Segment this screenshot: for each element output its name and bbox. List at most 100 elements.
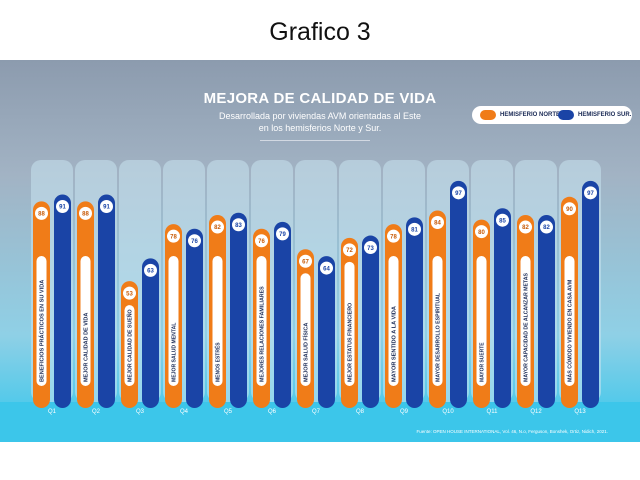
bar-south-q8 [362, 235, 379, 408]
value-label-south-q2: 91 [103, 205, 110, 211]
infographic-panel: MEJORA DE CALIDAD DE VIDA Desarrollada p… [0, 60, 640, 442]
value-badge-south-q2 [100, 200, 113, 214]
legend-swatch-north [480, 110, 496, 120]
value-label-south-q5: 83 [235, 223, 242, 229]
question-label-q13: MÁS CÓMODO VIVIENDO EN CASA AVM [566, 279, 574, 382]
question-pill-q2 [80, 256, 91, 386]
value-label-south-q10: 97 [455, 191, 462, 197]
value-badge-north-q2 [79, 206, 92, 220]
question-pill-q7 [300, 273, 311, 386]
category-label-q1: Q1 [48, 409, 57, 415]
value-badge-south-q4 [188, 234, 201, 248]
question-label-q2: MEJOR CALIDAD DE VIDA [84, 313, 90, 382]
question-pill-q5 [212, 256, 223, 386]
category-label-q8: Q8 [356, 409, 365, 415]
value-badge-south-q11 [496, 213, 509, 227]
value-badge-south-q3 [144, 263, 157, 277]
value-badge-south-q13 [584, 186, 597, 200]
bar-south-q9 [406, 217, 423, 408]
chart-subtitle-line2: en los hemisferios Norte y Sur. [258, 123, 382, 133]
bar-south-q1 [54, 194, 71, 408]
value-badge-south-q6 [276, 227, 289, 241]
value-badge-north-q8 [343, 243, 356, 257]
category-label-q7: Q7 [312, 409, 321, 415]
question-pill-q3 [124, 305, 135, 386]
question-label-q5: MENOS ESTRÉS [214, 342, 222, 382]
legend-label-north: HEMISFERIO NORTE. [500, 112, 562, 118]
bar-south-q10 [450, 180, 467, 408]
category-label-q3: Q3 [136, 409, 145, 415]
value-badge-north-q6 [255, 234, 268, 248]
value-label-north-q3: 53 [126, 291, 133, 297]
value-badge-north-q9 [387, 229, 400, 243]
title-underline [260, 140, 370, 141]
bar-south-q2 [98, 194, 115, 408]
legend-label-south: HEMISFERIO SUR. [578, 112, 632, 118]
chart-bottom-band [0, 402, 640, 442]
value-badge-south-q8 [364, 241, 377, 255]
value-badge-south-q7 [320, 261, 333, 275]
question-label-q11: MAYOR SUERTE [480, 342, 486, 382]
question-label-q10: MAYOR DESARROLLO ESPIRITUAL [436, 292, 442, 382]
value-label-north-q2: 88 [82, 212, 89, 218]
question-label-q8: MEJOR ESTATUS FINANCIERO [348, 303, 354, 382]
value-label-south-q6: 79 [279, 232, 286, 238]
bar-south-q4 [186, 228, 203, 408]
value-label-south-q1: 91 [59, 205, 66, 211]
value-badge-south-q5 [232, 218, 245, 232]
value-label-south-q9: 81 [411, 228, 418, 234]
value-label-south-q13: 97 [587, 191, 594, 197]
bar-south-q11 [494, 208, 511, 408]
value-badge-north-q12 [519, 220, 532, 234]
value-label-north-q11: 80 [478, 230, 485, 236]
value-badge-south-q12 [540, 220, 553, 234]
question-label-q3: MEJOR CALIDAD DE SUEÑO [127, 309, 134, 382]
question-pill-q1 [36, 256, 47, 386]
value-label-south-q4: 76 [191, 239, 198, 245]
value-label-north-q13: 90 [566, 207, 573, 213]
question-pill-q11 [476, 256, 487, 386]
question-label-q6: MEJORES RELACIONES FAMILIARES [260, 286, 266, 382]
value-badge-north-q4 [167, 229, 180, 243]
question-label-q1: BENEFICIOS PRÁCTICOS EN SU VIDA [39, 280, 46, 382]
legend: HEMISFERIO NORTE. HEMISFERIO SUR. [472, 106, 632, 124]
value-label-south-q7: 64 [323, 266, 330, 272]
bar-south-q5 [230, 212, 247, 408]
value-label-north-q10: 84 [434, 221, 441, 227]
category-label-q2: Q2 [92, 409, 101, 415]
category-label-q6: Q6 [268, 409, 277, 415]
value-label-north-q5: 82 [214, 225, 221, 231]
category-label-q10: Q10 [442, 409, 454, 415]
bar-south-q7 [318, 256, 335, 408]
question-label-q4: MEJOR SALUD MENTAL [172, 322, 178, 382]
value-label-north-q12: 82 [522, 225, 529, 231]
bar-south-q13 [582, 180, 599, 408]
value-label-north-q1: 88 [38, 212, 45, 218]
bar-south-q3 [142, 258, 159, 408]
category-label-q12: Q12 [530, 409, 542, 415]
value-label-south-q12: 82 [543, 225, 550, 231]
question-pill-q8 [344, 261, 355, 386]
chart-title: MEJORA DE CALIDAD DE VIDA [203, 90, 437, 107]
slide-title: Grafico 3 [269, 18, 371, 46]
category-label-q4: Q4 [180, 409, 189, 415]
value-badge-north-q1 [35, 206, 48, 220]
value-badge-south-q10 [452, 186, 465, 200]
value-label-north-q8: 72 [346, 248, 353, 254]
value-badge-north-q3 [123, 286, 136, 300]
value-badge-south-q1 [56, 200, 69, 214]
value-label-south-q8: 73 [367, 246, 374, 252]
source-note: Fuente: OPEN HOUSE INTERNATIONAL, Vol. 4… [416, 429, 609, 434]
value-badge-north-q10 [431, 215, 444, 229]
question-pill-q6 [256, 256, 267, 386]
category-label-q11: Q11 [487, 409, 499, 415]
question-pill-q12 [520, 256, 531, 386]
question-pill-q4 [168, 256, 179, 386]
bar-south-q12 [538, 215, 555, 408]
legend-swatch-south [558, 110, 574, 120]
category-label-q9: Q9 [400, 409, 409, 415]
bar-chart: 88 91 BENEFICIOS PRÁCTICOS EN SU VIDA Q1 88 9… [0, 160, 640, 442]
value-label-north-q7: 67 [302, 259, 309, 265]
chart-subtitle-line1: Desarrollada por viviendas AVM orientada… [219, 111, 421, 121]
value-badge-north-q5 [211, 220, 224, 234]
